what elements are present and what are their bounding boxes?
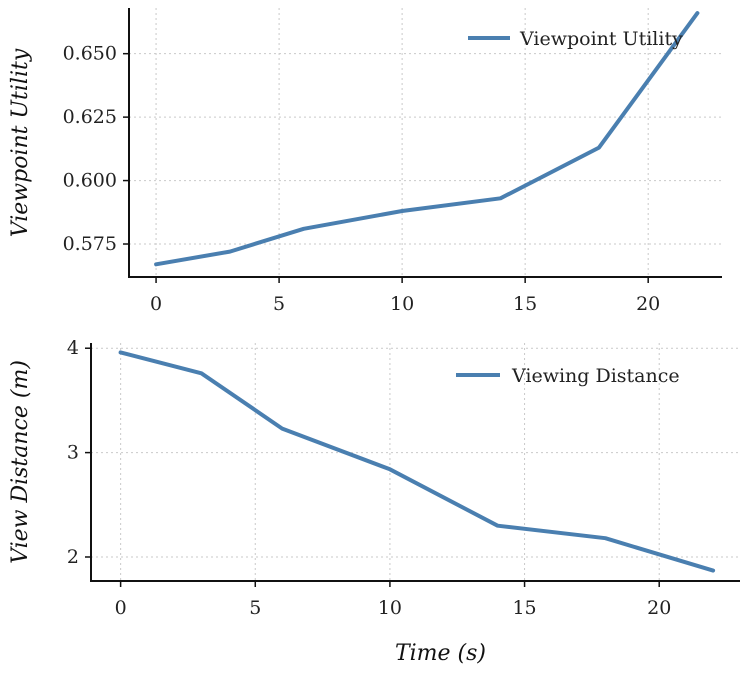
legend-label: Viewpoint Utility	[519, 28, 683, 50]
y-tick-label: 3	[67, 442, 79, 464]
x-tick-label: 15	[512, 597, 536, 619]
x-tick-label: 5	[249, 597, 261, 619]
x-tick-label: 20	[647, 597, 671, 619]
bottom-panel-distance: 0 5 10 15 20 2 3 4 View Distance (m) Time (s) View…	[8, 337, 740, 666]
x-tick-label: 0	[115, 597, 127, 619]
x-axis-label: Time (s)	[395, 641, 486, 666]
x-tick-label: 20	[636, 293, 660, 315]
top-panel-utility: 0 5 10 15 20 0.575 0.600 0.625 0.650 Viewpoint Ut…	[8, 8, 722, 315]
x-tick-label: 5	[273, 293, 285, 315]
series-line-viewpoint-utility	[154, 11, 700, 267]
series-line-viewing-distance	[118, 350, 716, 573]
legend-label: Viewing Distance	[511, 365, 680, 387]
x-tick-label: 10	[390, 293, 414, 315]
y-axis-label: Viewpoint Utility	[8, 48, 33, 237]
y-tick-label: 0.575	[63, 233, 117, 255]
y-tick-label: 0.600	[63, 170, 117, 192]
y-tick-label: 2	[67, 546, 79, 568]
x-tick-label: 0	[150, 293, 162, 315]
x-tick-label: 10	[378, 597, 402, 619]
y-axis-label: View Distance (m)	[8, 360, 33, 564]
y-tick-label: 0.625	[63, 106, 117, 128]
y-tick-label: 4	[67, 337, 79, 359]
y-tick-label: 0.650	[63, 43, 117, 65]
x-tick-label: 15	[513, 293, 537, 315]
